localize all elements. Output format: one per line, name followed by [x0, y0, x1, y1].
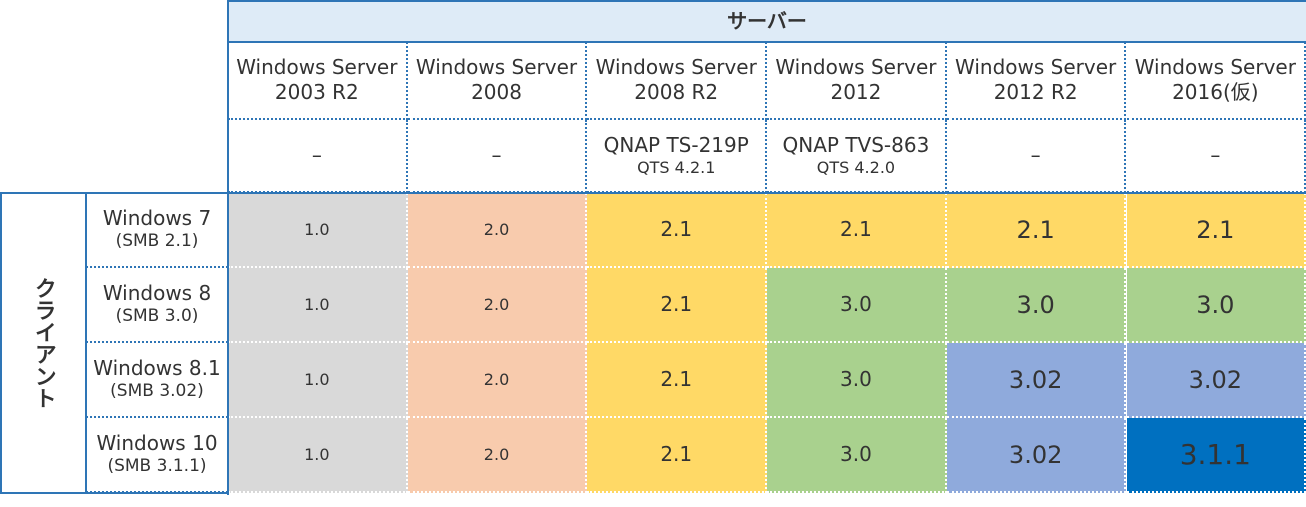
- smb-cell: 1.0: [228, 343, 408, 418]
- text-line: –: [1030, 143, 1041, 167]
- text-line: (SMB 2.1): [115, 231, 199, 252]
- text-line: Windows 8.1: [93, 356, 221, 381]
- smb-cell: 2.1: [587, 343, 768, 418]
- text-line: (SMB 3.1.1): [107, 456, 207, 477]
- nas-cell: –: [407, 120, 588, 193]
- client-label: クライアント: [30, 277, 56, 409]
- smb-cell: 2.0: [407, 343, 588, 418]
- server-name: Windows Server 2012 R2: [946, 42, 1127, 120]
- border-line: [0, 492, 229, 494]
- smb-cell: 3.1.1: [1126, 418, 1306, 493]
- text-line: Windows Server: [1134, 55, 1296, 79]
- nas-cell: QNAP TVS-863 QTS 4.2.0: [767, 120, 947, 193]
- server-name: Windows Server 2003 R2: [228, 42, 408, 120]
- smb-cell: 3.02: [946, 418, 1127, 493]
- border-line: [0, 192, 2, 494]
- smb-cell: 2.1: [587, 418, 768, 493]
- text-line: 2012 R2: [993, 80, 1078, 104]
- smb-cell: 3.02: [1126, 343, 1306, 418]
- text-line: QNAP TS-219P: [603, 133, 749, 157]
- text-line: Windows Server: [236, 55, 398, 79]
- border-line: [0, 192, 1306, 194]
- smb-cell: 3.0: [767, 343, 947, 418]
- nas-cell: QNAP TS-219P QTS 4.2.1: [587, 120, 768, 193]
- nas-cell: –: [1126, 120, 1306, 193]
- smb-cell: 1.0: [228, 268, 408, 343]
- smb-cell: 2.0: [407, 418, 588, 493]
- client-name: Windows 10 (SMB 3.1.1): [86, 418, 228, 493]
- smb-cell: 2.0: [407, 193, 588, 268]
- text-line: Windows Server: [415, 55, 578, 79]
- text-line: Windows 10: [96, 431, 218, 456]
- border-line: [228, 41, 1306, 43]
- server-name: Windows Server 2016(仮): [1126, 42, 1306, 120]
- smb-cell: 3.0: [767, 268, 947, 343]
- smb-cell: 2.0: [407, 268, 588, 343]
- smb-cell: 3.02: [946, 343, 1127, 418]
- border-line: [227, 0, 229, 495]
- text-line: –: [1210, 143, 1221, 167]
- text-line: QNAP TVS-863: [782, 133, 930, 157]
- text-line: Windows Server: [775, 55, 937, 79]
- server-name: Windows Server 2012: [767, 42, 947, 120]
- text-line: Windows 7: [102, 206, 212, 231]
- smb-cell: 3.0: [946, 268, 1127, 343]
- smb-cell: 3.0: [767, 418, 947, 493]
- smb-cell: 1.0: [228, 193, 408, 268]
- server-name: Windows Server 2008: [407, 42, 588, 120]
- text-line: (SMB 3.02): [110, 381, 204, 402]
- border-line: [228, 0, 1306, 2]
- server-name: Windows Server 2008 R2: [587, 42, 768, 120]
- nas-cell: –: [228, 120, 408, 193]
- nas-cell: –: [946, 120, 1127, 193]
- client-name: Windows 8.1 (SMB 3.02): [86, 343, 228, 418]
- text-line: 2008: [471, 80, 522, 104]
- text-line: –: [311, 143, 322, 167]
- text-line: 2003 R2: [274, 80, 359, 104]
- smb-cell: 2.1: [946, 193, 1127, 268]
- border-line: [85, 193, 87, 493]
- text-line: 2008 R2: [634, 80, 719, 104]
- text-line: Windows 8: [102, 281, 212, 306]
- smb-cell: 2.1: [587, 193, 768, 268]
- smb-cell: 2.1: [587, 268, 768, 343]
- client-name: Windows 7 (SMB 2.1): [86, 193, 228, 268]
- text-line: QTS 4.2.0: [816, 158, 896, 177]
- smb-cell: 1.0: [228, 418, 408, 493]
- smb-cell: 2.1: [767, 193, 947, 268]
- text-line: 2016(仮): [1172, 80, 1259, 104]
- text-line: 2012: [830, 80, 882, 104]
- text-line: –: [491, 143, 502, 167]
- client-name: Windows 8 (SMB 3.0): [86, 268, 228, 343]
- server-title: サーバー: [228, 0, 1306, 42]
- text-line: QTS 4.2.1: [637, 158, 716, 177]
- text-line: (SMB 3.0): [115, 306, 199, 327]
- text-line: Windows Server: [595, 55, 757, 79]
- text-line: Windows Server: [955, 55, 1117, 79]
- smb-cell: 2.1: [1126, 193, 1306, 268]
- smb-cell: 3.0: [1126, 268, 1306, 343]
